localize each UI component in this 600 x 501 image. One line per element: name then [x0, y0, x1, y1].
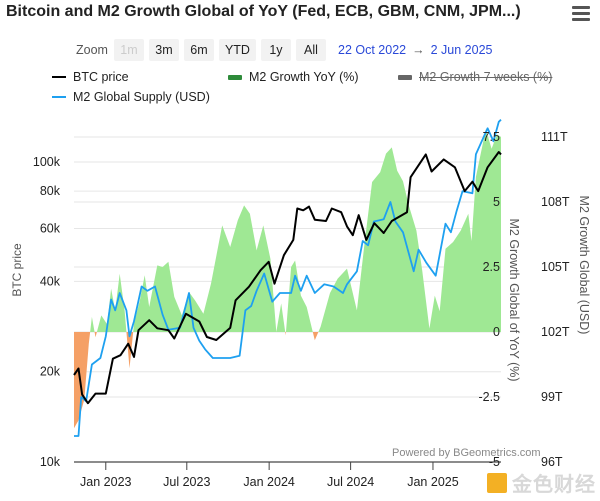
- legend-label: M2 Growth 7 weeks (%): [419, 70, 553, 84]
- zoom-1y-button[interactable]: 1y: [260, 39, 291, 61]
- x-tick-label: Jul 2024: [327, 475, 374, 489]
- legend-btc-price[interactable]: BTC price: [52, 70, 129, 84]
- zoom-label: Zoom: [76, 43, 108, 57]
- arrow-right-icon: →: [412, 43, 425, 57]
- btc-price-line: [73, 151, 502, 405]
- zoom-ytd-button[interactable]: YTD: [218, 39, 256, 61]
- right-yoy-tick-label: 5: [493, 195, 500, 209]
- x-tick-label: Jan 2023: [80, 475, 131, 489]
- zoom-3m-button[interactable]: 3m: [148, 39, 179, 61]
- right-yoy-tick-label: 0: [493, 325, 500, 339]
- right-m2-tick-label: 111T: [541, 130, 568, 144]
- right-yoy-tick-label: 7.5: [483, 130, 500, 144]
- legend-label: BTC price: [73, 70, 129, 84]
- legend-swatch: [398, 74, 412, 80]
- right-yoy-tick-label: 2.5: [483, 260, 500, 274]
- logo-square-icon: [487, 472, 507, 493]
- right-yoy-tick-label: -2.5: [478, 390, 500, 404]
- legend-label: M2 Global Supply (USD): [73, 90, 210, 104]
- range-to[interactable]: 2 Jun 2025: [430, 43, 493, 57]
- x-tick-label: Jan 2024: [243, 475, 294, 489]
- legend-m2-growth-yoy[interactable]: M2 Growth YoY (%): [228, 70, 359, 84]
- date-range: 22 Oct 2022 → 2 Jun 2025: [338, 43, 492, 57]
- left-axis-title: BTC price: [10, 243, 24, 297]
- watermark: Powered by BGeometrics.com: [392, 447, 541, 459]
- right-m2-tick-label: 99T: [541, 390, 563, 404]
- legend-m2-global-supply[interactable]: M2 Global Supply (USD): [52, 90, 210, 104]
- right-yoy-axis-title: M2 Growth Global of YoY (%): [507, 218, 521, 381]
- legend-swatch: [52, 96, 66, 98]
- hamburger-menu-icon[interactable]: [572, 6, 590, 22]
- x-tick-label: Jan 2025: [407, 475, 458, 489]
- left-tick-label: 10k: [40, 455, 61, 469]
- x-tick-label: Jul 2023: [163, 475, 210, 489]
- m2-growth-yoy-area-negative: [74, 332, 501, 429]
- logo-text: 金色财经: [512, 474, 596, 496]
- left-tick-label: 20k: [40, 365, 61, 379]
- zoom-bar: Zoom 1m 3m 6m YTD 1y All: [76, 39, 331, 61]
- zoom-6m-button[interactable]: 6m: [183, 39, 214, 61]
- left-tick-label: 60k: [40, 222, 61, 236]
- left-tick-label: 40k: [40, 274, 61, 288]
- legend-label: M2 Growth YoY (%): [249, 70, 359, 84]
- legend-m2-growth-7-weeks[interactable]: M2 Growth 7 weeks (%): [398, 70, 552, 84]
- m2-global-supply-line: [74, 119, 502, 437]
- jinse-logo: 金色财经: [487, 468, 596, 497]
- m2-growth-yoy-area-positive: [74, 129, 501, 332]
- right-m2-axis-title: M2 Growth Global (USD): [577, 196, 591, 335]
- legend-swatch: [228, 74, 242, 80]
- range-from[interactable]: 22 Oct 2022: [338, 43, 407, 57]
- right-m2-tick-label: 96T: [541, 455, 563, 469]
- right-m2-tick-label: 108T: [541, 195, 570, 209]
- left-tick-label: 100k: [33, 155, 61, 169]
- zoom-all-button[interactable]: All: [295, 39, 326, 61]
- chart-title: Bitcoin and M2 Growth Global of YoY (Fed…: [6, 3, 521, 20]
- left-tick-label: 80k: [40, 184, 61, 198]
- legend-swatch: [52, 76, 66, 78]
- right-m2-tick-label: 105T: [541, 260, 570, 274]
- right-m2-tick-label: 102T: [541, 325, 570, 339]
- zoom-1m-button[interactable]: 1m: [113, 39, 144, 61]
- right-yoy-tick-label: -5: [489, 455, 500, 469]
